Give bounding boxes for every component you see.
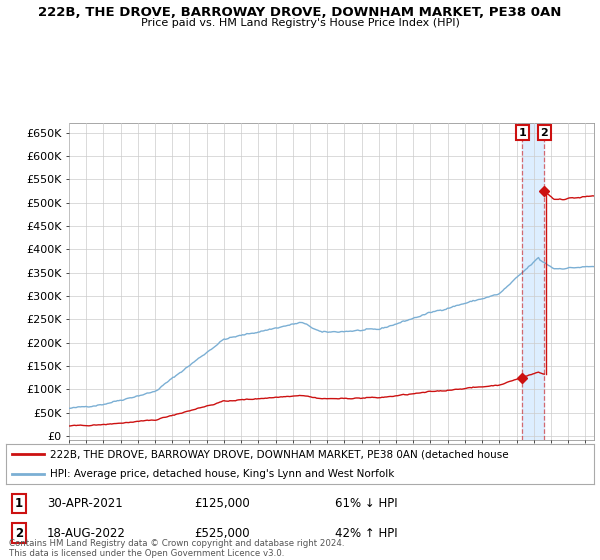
Text: £125,000: £125,000: [194, 497, 250, 510]
Text: 1: 1: [518, 128, 526, 138]
Text: 2: 2: [541, 128, 548, 138]
Text: 42% ↑ HPI: 42% ↑ HPI: [335, 526, 398, 540]
Text: £525,000: £525,000: [194, 526, 250, 540]
Text: 1: 1: [15, 497, 23, 510]
Text: 222B, THE DROVE, BARROWAY DROVE, DOWNHAM MARKET, PE38 0AN: 222B, THE DROVE, BARROWAY DROVE, DOWNHAM…: [38, 6, 562, 18]
Text: Contains HM Land Registry data © Crown copyright and database right 2024.
This d: Contains HM Land Registry data © Crown c…: [9, 539, 344, 558]
Text: Price paid vs. HM Land Registry's House Price Index (HPI): Price paid vs. HM Land Registry's House …: [140, 18, 460, 28]
Text: HPI: Average price, detached house, King's Lynn and West Norfolk: HPI: Average price, detached house, King…: [50, 469, 394, 479]
Text: 18-AUG-2022: 18-AUG-2022: [47, 526, 126, 540]
Text: 2: 2: [15, 526, 23, 540]
Bar: [522, 123, 544, 440]
Text: 30-APR-2021: 30-APR-2021: [47, 497, 123, 510]
Text: 61% ↓ HPI: 61% ↓ HPI: [335, 497, 398, 510]
Text: 222B, THE DROVE, BARROWAY DROVE, DOWNHAM MARKET, PE38 0AN (detached house: 222B, THE DROVE, BARROWAY DROVE, DOWNHAM…: [50, 449, 509, 459]
